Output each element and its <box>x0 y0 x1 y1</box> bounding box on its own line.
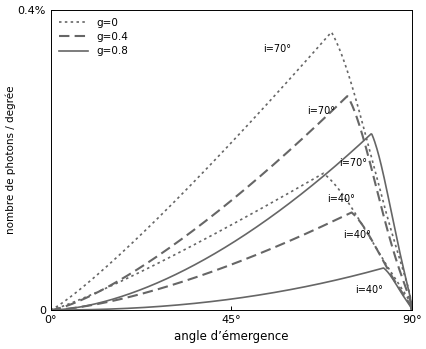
Text: i=70°: i=70° <box>307 106 334 116</box>
Text: i=40°: i=40° <box>343 230 371 240</box>
Legend: g=0, g=0.4, g=0.8: g=0, g=0.4, g=0.8 <box>56 15 131 59</box>
Text: i=40°: i=40° <box>355 285 383 295</box>
Y-axis label: nombre de photons / degrée: nombre de photons / degrée <box>6 86 16 234</box>
X-axis label: angle d’émergence: angle d’émergence <box>173 331 288 343</box>
Text: i=70°: i=70° <box>262 44 291 54</box>
Text: i=70°: i=70° <box>339 158 367 168</box>
Text: i=40°: i=40° <box>327 194 354 204</box>
